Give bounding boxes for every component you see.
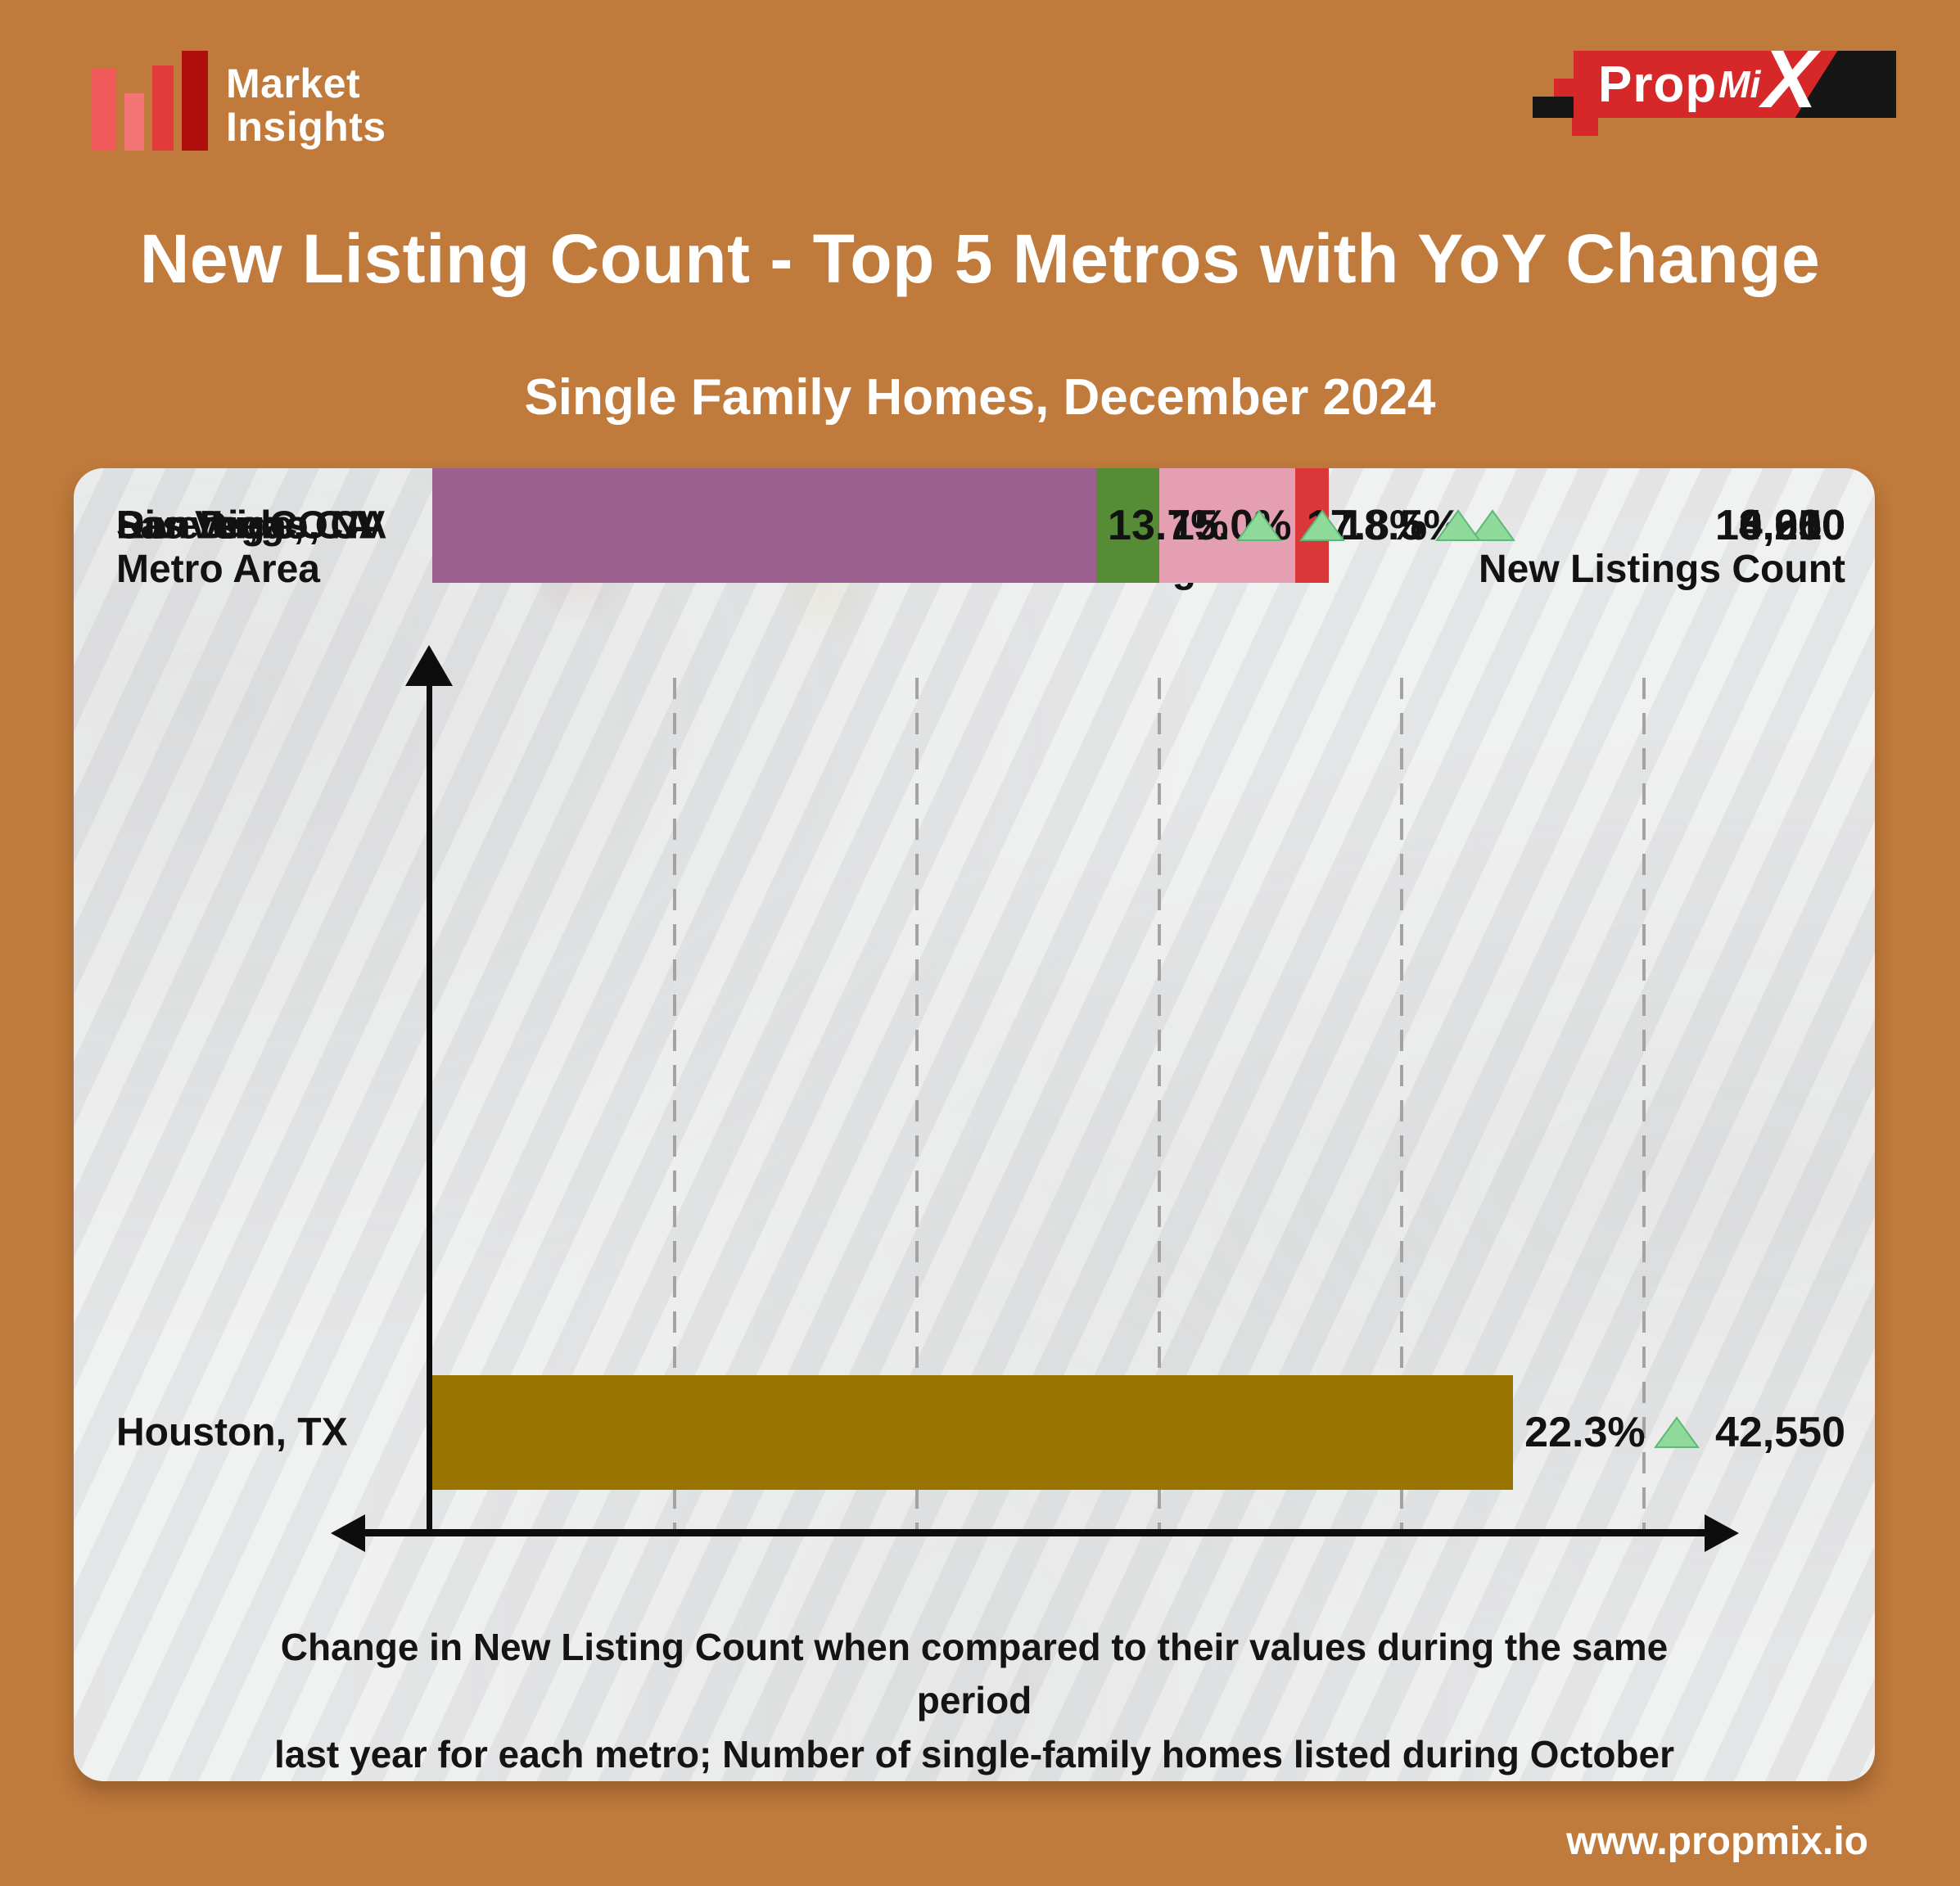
gridline-15pct xyxy=(1158,678,1161,1536)
gridline-20pct xyxy=(1400,678,1403,1536)
chart-panel: Metro Area Year-over-Year Change New Lis… xyxy=(74,468,1875,1781)
logo-bar-3 xyxy=(152,65,174,151)
propmix-logo-box: Prop Mi X xyxy=(1574,34,1896,125)
propmix-wordmark-prop: Prop xyxy=(1598,56,1718,113)
bar-chart-icon xyxy=(87,39,211,151)
metro-bar xyxy=(432,468,1097,583)
x-axis-line xyxy=(362,1529,1708,1536)
gridline-25pct xyxy=(1642,678,1646,1536)
market-insights-wordmark: Market Insights xyxy=(226,62,386,151)
propmix-wordmark-x: X xyxy=(1762,33,1818,125)
yoy-annotation: 13.7% xyxy=(1108,501,1283,550)
metro-label: Riverside, CA xyxy=(116,503,373,548)
metro-label: San Diego, CA xyxy=(116,503,387,548)
yoy-value-label: 22.3% xyxy=(1524,1409,1646,1456)
gridline-5pct xyxy=(673,678,676,1536)
bar-row-san-diego: San Diego, CA 13.7% 4,250 xyxy=(74,468,1875,583)
up-triangle-icon xyxy=(1435,509,1482,541)
y-axis-arrowhead-icon xyxy=(405,645,453,686)
page-subtitle: Single Family Homes, December 2024 xyxy=(524,369,1436,426)
column-header-new-listings-count: New Listings Count xyxy=(1479,548,1845,591)
propmix-wordmark-mi: Mi xyxy=(1718,63,1761,106)
chart-footnote: Change in New Listing Count when compare… xyxy=(270,1621,1678,1781)
bar-strip: 22.3% xyxy=(432,1375,1700,1490)
new-listings-count-value: 13,060 xyxy=(1714,502,1845,549)
website-link[interactable]: www.propmix.io xyxy=(1566,1820,1868,1863)
propmix-logo-red-square-1 xyxy=(1554,79,1575,97)
yoy-value-label: 15.0% xyxy=(1171,502,1292,549)
x-axis-right-arrowhead-icon xyxy=(1705,1514,1739,1552)
yoy-annotation: 18.5% xyxy=(1340,501,1515,550)
new-listings-count-value: 4,250 xyxy=(1738,502,1845,549)
logo-bar-1 xyxy=(92,68,116,151)
yoy-value-label: 18.5% xyxy=(1340,502,1461,549)
up-triangle-icon xyxy=(1299,509,1346,541)
bar-row-houston: Houston, TX 22.3% 42,550 xyxy=(74,1375,1875,1490)
up-triangle-icon xyxy=(1653,1416,1700,1448)
market-insights-logo: Market Insights xyxy=(87,39,386,151)
new-listings-count-value: 42,550 xyxy=(1714,1409,1845,1456)
new-listings-count-value: 6,610 xyxy=(1738,502,1845,549)
x-axis-left-arrowhead-icon xyxy=(331,1514,365,1552)
logo-bar-2 xyxy=(124,93,144,151)
metro-bar xyxy=(432,1375,1514,1490)
up-triangle-icon xyxy=(1469,509,1515,541)
yoy-annotation: 15.0% xyxy=(1171,501,1346,550)
yoy-value-label: 13.7% xyxy=(1108,502,1229,549)
page-title: New Listing Count - Top 5 Metros with Yo… xyxy=(139,220,1821,297)
logo-line-1: Market xyxy=(226,61,361,106)
gridline-10pct xyxy=(915,678,919,1536)
propmix-logo: Prop Mi X xyxy=(1533,34,1896,138)
yoy-annotation: 22.3% xyxy=(1524,1408,1700,1457)
bar-strip: 13.7% xyxy=(432,468,1644,583)
footnote-line-1: Change in New Listing Count when compare… xyxy=(280,1626,1669,1722)
up-triangle-icon xyxy=(1236,509,1283,541)
new-listings-count-value: 10,900 xyxy=(1714,502,1845,549)
logo-bar-4 xyxy=(182,51,208,151)
plot-area xyxy=(432,678,1646,1536)
metro-label: Denver, CO xyxy=(116,503,328,548)
y-axis-line xyxy=(427,665,432,1536)
metro-label: Houston, TX xyxy=(116,1410,348,1455)
metro-label: Las Vegas, NV xyxy=(116,503,386,548)
propmix-logo-red-square-2 xyxy=(1572,118,1598,136)
footnote-line-2: last year for each metro; Number of sing… xyxy=(273,1732,1675,1775)
column-header-metro-area: Metro Area xyxy=(116,548,320,591)
logo-line-2: Insights xyxy=(226,104,386,150)
